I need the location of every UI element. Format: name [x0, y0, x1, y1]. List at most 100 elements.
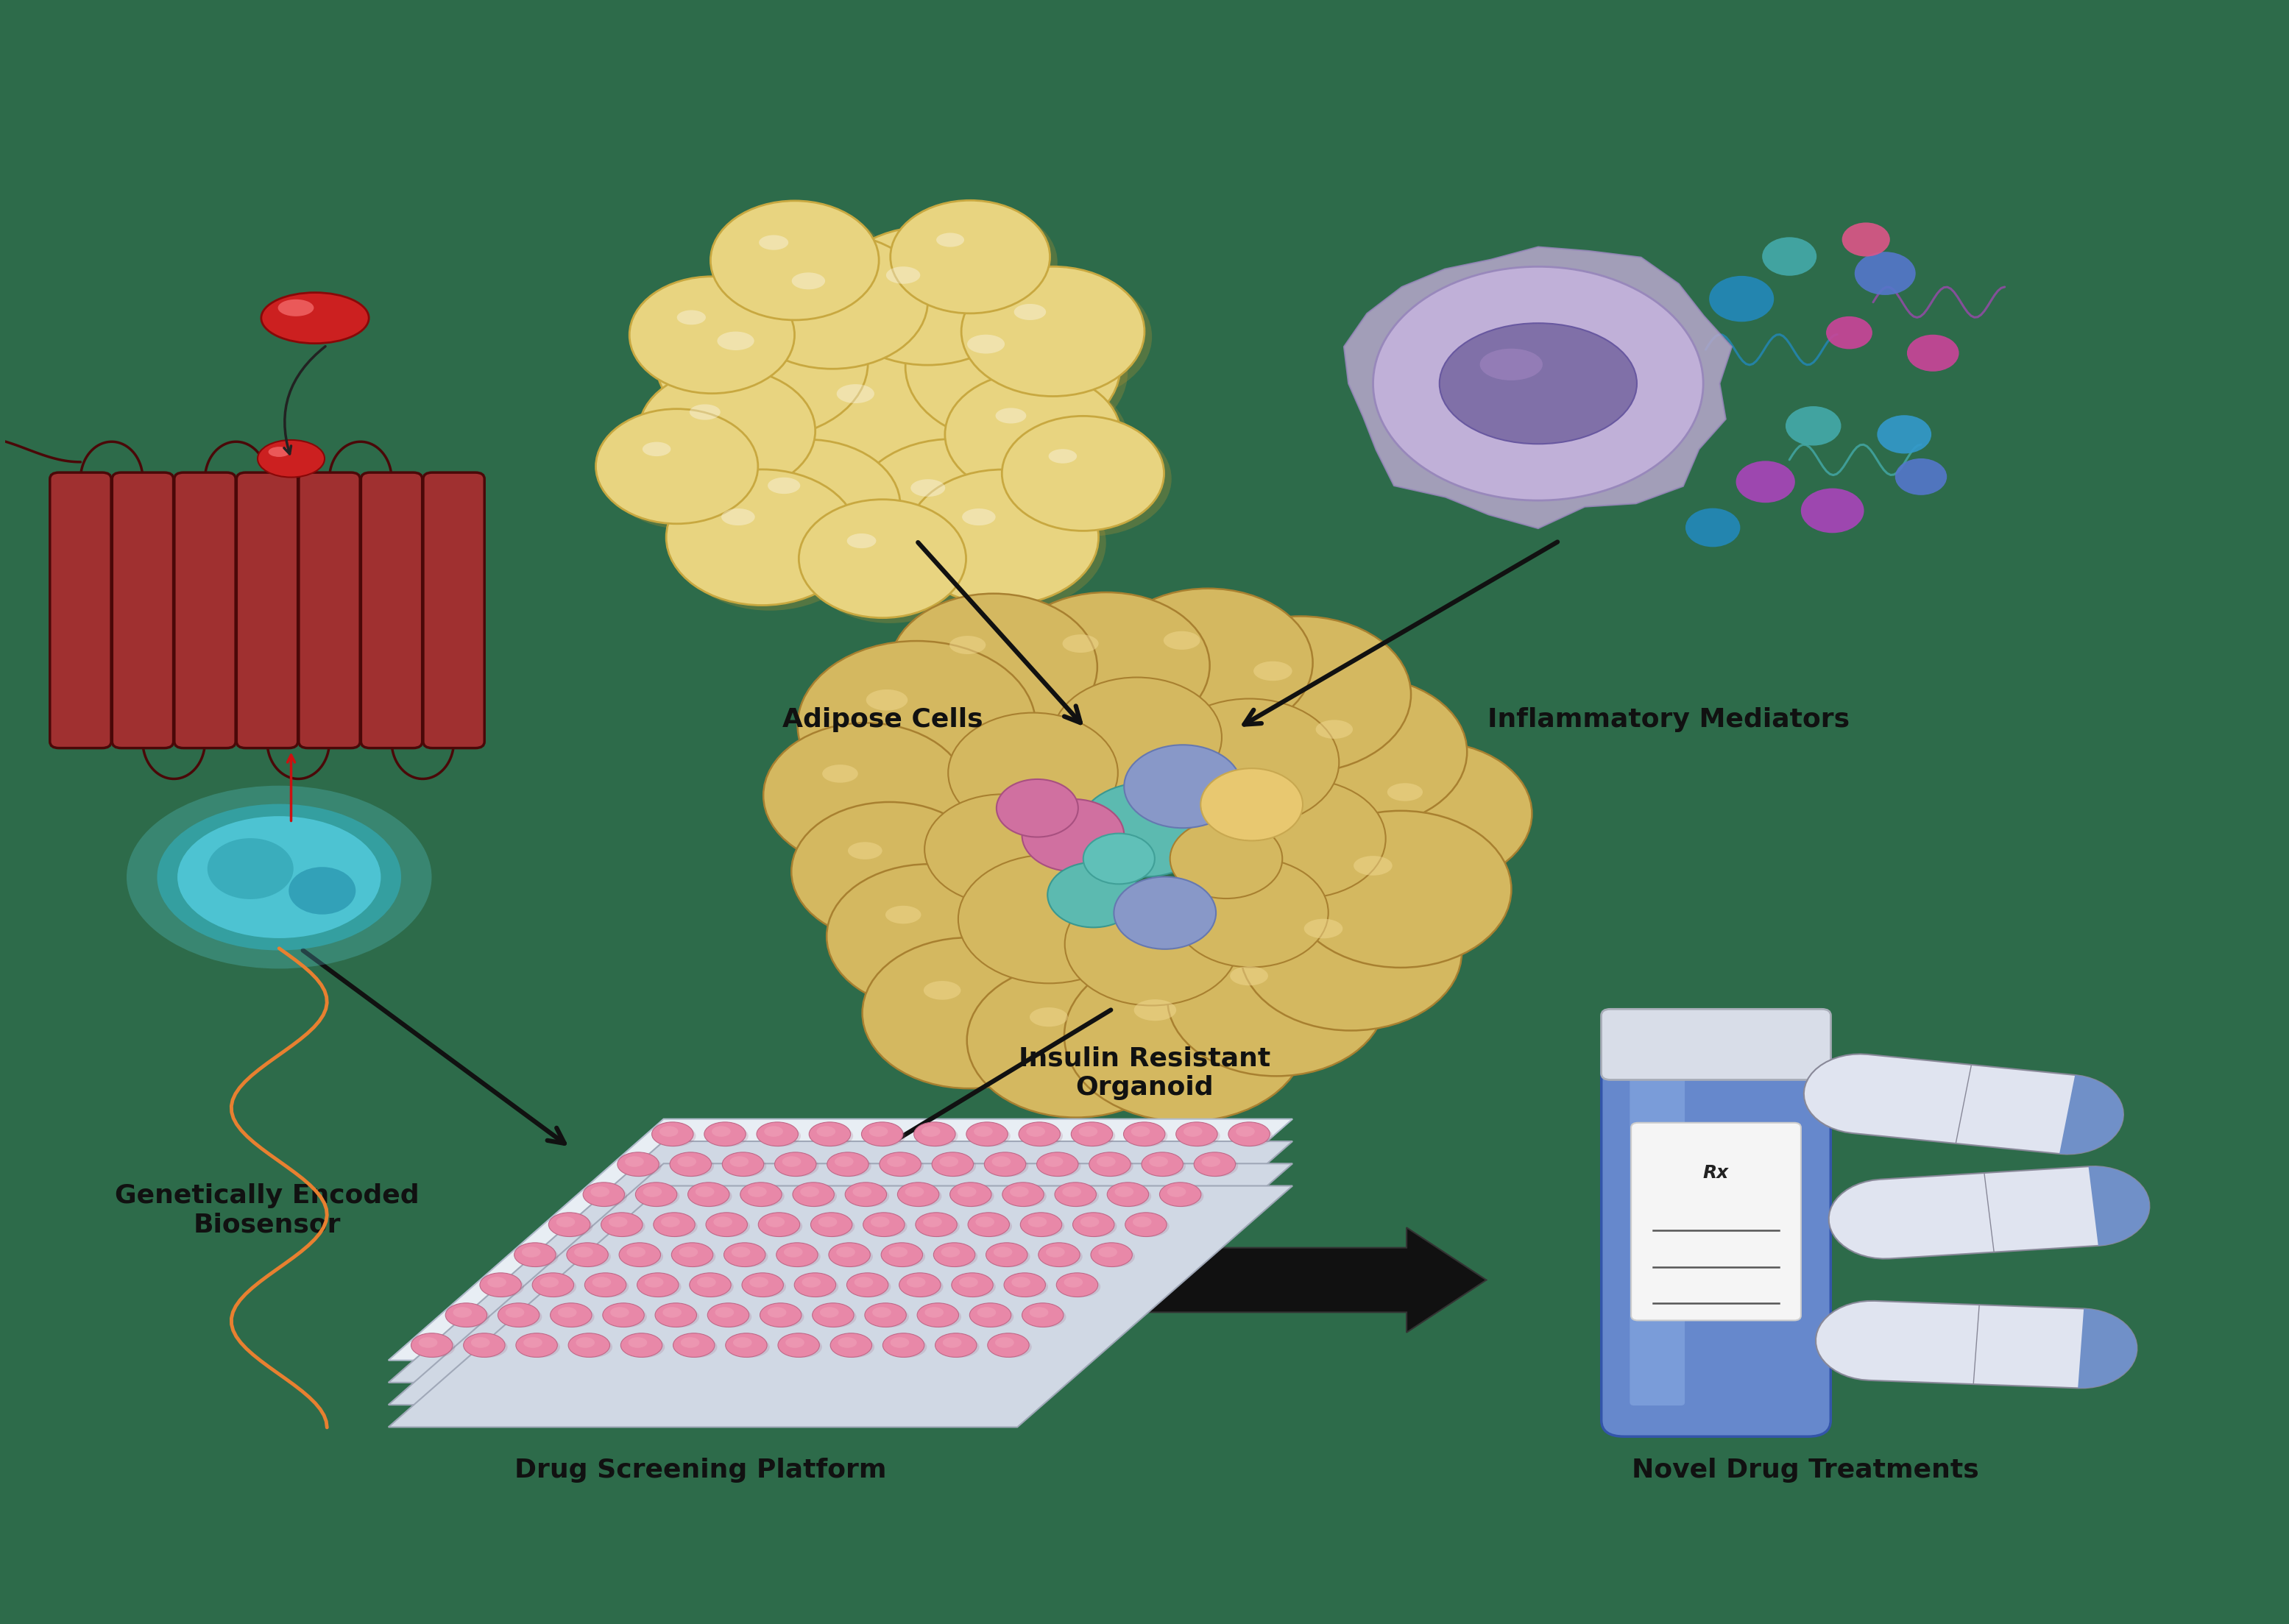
- Ellipse shape: [955, 1276, 996, 1298]
- Text: Inflammatory Mediators: Inflammatory Mediators: [1488, 706, 1850, 732]
- Ellipse shape: [488, 1276, 506, 1288]
- Ellipse shape: [673, 1246, 716, 1267]
- Ellipse shape: [886, 266, 920, 284]
- Circle shape: [925, 794, 1080, 905]
- Ellipse shape: [536, 1276, 577, 1298]
- Circle shape: [1763, 237, 1817, 276]
- Ellipse shape: [570, 1337, 613, 1358]
- Ellipse shape: [1092, 1155, 1133, 1177]
- Ellipse shape: [936, 1246, 977, 1267]
- Ellipse shape: [758, 1213, 799, 1236]
- Ellipse shape: [813, 1125, 854, 1147]
- Ellipse shape: [767, 477, 801, 494]
- Ellipse shape: [501, 1306, 542, 1327]
- Ellipse shape: [593, 1276, 611, 1288]
- Ellipse shape: [1096, 1156, 1115, 1168]
- Ellipse shape: [1254, 661, 1293, 680]
- Circle shape: [897, 206, 1058, 318]
- Circle shape: [1161, 698, 1339, 825]
- Ellipse shape: [886, 1337, 927, 1358]
- Ellipse shape: [730, 1156, 749, 1168]
- Ellipse shape: [723, 1242, 765, 1267]
- Ellipse shape: [691, 1186, 732, 1207]
- Text: Drug Screening Platform: Drug Screening Platform: [515, 1457, 886, 1483]
- Ellipse shape: [1133, 1216, 1151, 1228]
- Circle shape: [861, 445, 1060, 585]
- Ellipse shape: [620, 1333, 662, 1358]
- Ellipse shape: [1041, 1246, 1083, 1267]
- Ellipse shape: [884, 1333, 925, 1358]
- Ellipse shape: [1479, 349, 1543, 380]
- Ellipse shape: [1023, 1216, 1064, 1237]
- Ellipse shape: [1064, 1276, 1083, 1288]
- Ellipse shape: [936, 1333, 977, 1358]
- Ellipse shape: [714, 1216, 732, 1228]
- Ellipse shape: [609, 1216, 627, 1228]
- Ellipse shape: [584, 1273, 627, 1298]
- Ellipse shape: [785, 1337, 803, 1348]
- Circle shape: [1907, 335, 1959, 372]
- Ellipse shape: [822, 765, 858, 783]
- FancyBboxPatch shape: [1630, 1073, 1685, 1405]
- Ellipse shape: [879, 1153, 920, 1176]
- Circle shape: [996, 780, 1078, 836]
- Ellipse shape: [801, 1276, 822, 1288]
- Ellipse shape: [602, 1213, 643, 1236]
- Circle shape: [1064, 950, 1307, 1122]
- Circle shape: [1103, 588, 1314, 737]
- Ellipse shape: [900, 1186, 941, 1207]
- Circle shape: [831, 227, 1025, 365]
- Ellipse shape: [261, 292, 369, 343]
- Ellipse shape: [813, 1216, 854, 1237]
- Ellipse shape: [588, 1276, 629, 1298]
- Ellipse shape: [515, 1242, 556, 1267]
- Ellipse shape: [797, 1276, 838, 1298]
- Circle shape: [595, 409, 758, 525]
- Ellipse shape: [749, 1276, 769, 1288]
- Ellipse shape: [1039, 1155, 1080, 1177]
- Polygon shape: [1829, 1166, 2149, 1259]
- Ellipse shape: [732, 1247, 751, 1257]
- Ellipse shape: [1099, 1247, 1117, 1257]
- Ellipse shape: [845, 1182, 886, 1207]
- Polygon shape: [2088, 1166, 2149, 1246]
- Ellipse shape: [662, 1307, 682, 1317]
- Ellipse shape: [577, 1337, 595, 1348]
- Ellipse shape: [865, 1302, 906, 1327]
- Ellipse shape: [776, 1242, 817, 1267]
- Ellipse shape: [483, 1276, 524, 1298]
- Ellipse shape: [698, 1276, 716, 1288]
- Circle shape: [639, 369, 815, 494]
- Ellipse shape: [1007, 1276, 1048, 1298]
- Circle shape: [1854, 252, 1916, 296]
- Ellipse shape: [515, 1333, 559, 1358]
- Ellipse shape: [749, 1187, 767, 1197]
- Circle shape: [1373, 266, 1703, 500]
- Ellipse shape: [673, 1333, 714, 1358]
- Ellipse shape: [520, 1337, 561, 1358]
- Circle shape: [714, 440, 900, 572]
- Ellipse shape: [1094, 1246, 1135, 1267]
- Ellipse shape: [973, 1125, 993, 1137]
- Ellipse shape: [813, 1302, 854, 1327]
- Ellipse shape: [1019, 1122, 1060, 1147]
- Ellipse shape: [819, 1307, 838, 1317]
- Ellipse shape: [957, 1187, 977, 1197]
- Ellipse shape: [696, 1187, 714, 1197]
- Ellipse shape: [1183, 1125, 1202, 1137]
- Ellipse shape: [783, 1156, 801, 1168]
- Circle shape: [1291, 810, 1511, 968]
- Ellipse shape: [673, 1155, 714, 1177]
- Circle shape: [1827, 317, 1872, 349]
- Ellipse shape: [794, 1273, 835, 1298]
- Ellipse shape: [1177, 1122, 1218, 1147]
- Ellipse shape: [870, 1216, 890, 1228]
- Ellipse shape: [1124, 1122, 1165, 1147]
- FancyBboxPatch shape: [50, 473, 112, 749]
- Ellipse shape: [906, 1276, 925, 1288]
- Ellipse shape: [678, 1156, 696, 1168]
- Ellipse shape: [1167, 1187, 1186, 1197]
- Ellipse shape: [760, 1216, 803, 1237]
- Ellipse shape: [881, 1242, 922, 1267]
- Ellipse shape: [723, 1153, 765, 1176]
